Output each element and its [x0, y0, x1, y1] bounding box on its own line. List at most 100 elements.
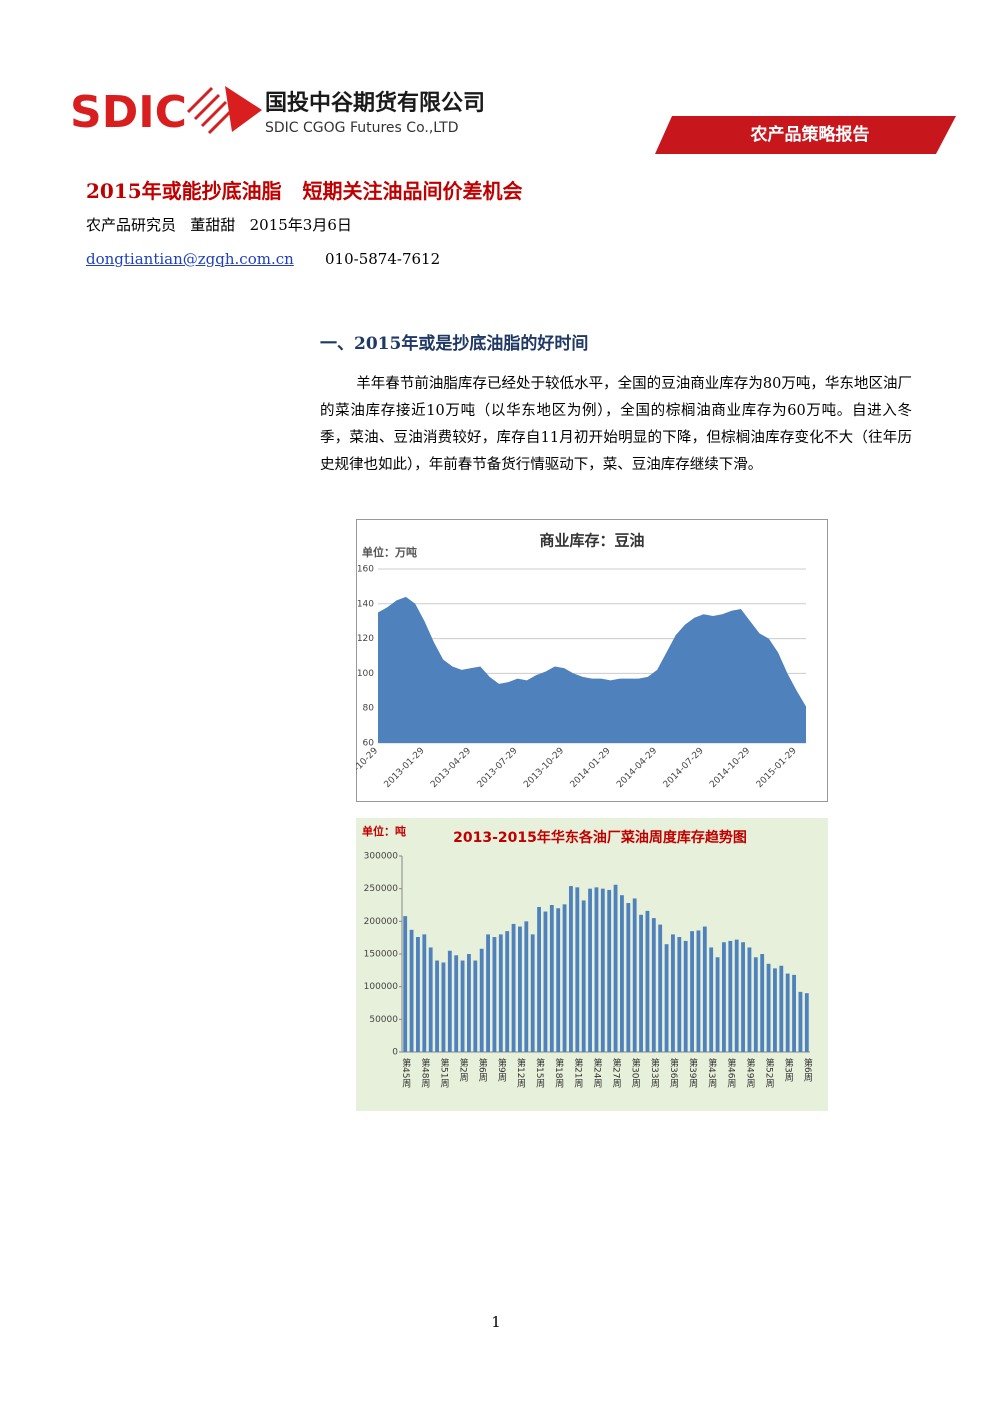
x-tick-label: 第51周: [438, 1057, 449, 1088]
x-tick-label: 第3周: [783, 1057, 794, 1083]
x-tick-label: 第49周: [744, 1057, 755, 1088]
banner-text: 农产品策略报告: [750, 124, 870, 145]
bar: [804, 993, 809, 1052]
bar: [441, 962, 446, 1052]
banner: [655, 116, 956, 154]
bar: [798, 991, 803, 1052]
bar: [473, 960, 478, 1052]
bar: [677, 937, 682, 1052]
x-tick-label: 第2周: [458, 1057, 469, 1083]
x-tick-label: 第9周: [496, 1057, 507, 1083]
bar: [792, 974, 796, 1052]
bar: [683, 940, 688, 1052]
x-tick-label: 第15周: [534, 1057, 545, 1088]
page-number: 1: [491, 1313, 501, 1331]
logo-mark: [225, 86, 262, 132]
logo-stripes: [186, 86, 235, 135]
bar: [632, 898, 637, 1052]
chart-title: 商业库存：豆油: [539, 532, 644, 550]
bar: [658, 924, 663, 1052]
bar: [639, 914, 643, 1052]
bar: [715, 957, 720, 1052]
bar: [690, 931, 694, 1052]
bar: [549, 905, 554, 1052]
x-tick-label: 第6周: [802, 1057, 813, 1083]
bar: [518, 926, 522, 1052]
bar: [524, 921, 529, 1052]
chart: 2013-2015年华东各油厂菜油周度库存趋势图 单位：吨 0 50000 100000…: [356, 818, 828, 1111]
bar: [479, 948, 484, 1052]
x-tick-label: 第18周: [553, 1057, 564, 1088]
x-tick-label: 第27周: [611, 1057, 622, 1088]
bar: [505, 931, 510, 1052]
bar: [626, 903, 631, 1052]
bar: [575, 887, 580, 1052]
bar: [651, 918, 656, 1052]
bar: [562, 904, 567, 1052]
bar: [753, 957, 758, 1052]
y-tick-label: 50000: [369, 1015, 398, 1025]
x-tick-label: 第30周: [630, 1057, 641, 1088]
y-tick-label: 0: [392, 1048, 398, 1058]
bar: [467, 954, 471, 1052]
bar: [530, 934, 535, 1052]
bar: [709, 947, 714, 1052]
unit-label: 单位：万吨: [362, 545, 417, 559]
x-tick-label: 第21周: [572, 1057, 583, 1088]
author: 农产品研究员 董甜甜 2015年3月6日: [86, 216, 352, 234]
paragraph: 羊年春节前油脂库存已经处于较低水平，全国的豆油商业库存为80万吨，华东地区油厂的…: [320, 376, 912, 473]
bar: [760, 954, 765, 1052]
bar: [428, 947, 433, 1052]
y-tick-label: 100: [357, 669, 374, 679]
company-en: SDIC CGOG Futures Co.,LTD: [265, 120, 459, 136]
header-graphics: SDIC 国投中谷期货有限公司 SDIC CGOG Futures Co.,LT…: [70, 86, 956, 154]
x-tick-label: 第45周: [400, 1057, 411, 1088]
chart: 商业库存：豆油单位：万吨60801001201401602012-10-2920…: [356, 519, 828, 802]
y-tick-label: 300000: [364, 852, 399, 862]
chart-title: 2013-2015年华东各油厂菜油周度库存趋势图: [453, 829, 747, 846]
bar: [581, 900, 586, 1052]
bar: [702, 926, 707, 1052]
x-tick-label: 第24周: [591, 1057, 602, 1088]
bar: [613, 884, 618, 1052]
bar: [422, 934, 427, 1052]
bar: [588, 888, 592, 1052]
x-tick-label: 第33周: [649, 1057, 660, 1088]
bar: [671, 934, 675, 1052]
bar: [620, 895, 624, 1052]
bar: [416, 937, 420, 1052]
bar: [696, 930, 701, 1052]
bar: [498, 934, 503, 1052]
x-tick-label: 第52周: [764, 1057, 775, 1088]
y-tick-label: 160: [357, 565, 374, 575]
bar: [556, 908, 561, 1052]
bar: [722, 942, 726, 1052]
bar: [543, 911, 548, 1052]
bar: [734, 939, 739, 1052]
y-tick-label: 60: [363, 739, 375, 749]
y-tick-label: 100000: [364, 982, 399, 992]
bar: [569, 886, 573, 1052]
bar: [409, 929, 414, 1052]
bar: [492, 937, 497, 1052]
phone: 010-5874-7612: [325, 250, 441, 268]
bar: [773, 968, 777, 1052]
bar: [403, 916, 408, 1052]
x-tick-label: 第6周: [477, 1057, 488, 1083]
bar: [454, 955, 459, 1052]
title: 2015年或能抄底油脂 短期关注油品间价差机会: [86, 179, 523, 203]
bar: [537, 906, 541, 1052]
bar: [779, 965, 784, 1052]
bar: [607, 889, 612, 1052]
bar: [728, 940, 733, 1052]
section-heading: 一、2015年或是抄底油脂的好时间: [320, 334, 589, 354]
y-tick-label: 150000: [364, 950, 399, 960]
bar: [741, 942, 745, 1052]
x-tick-label: 第46周: [725, 1057, 736, 1088]
bar: [747, 947, 752, 1052]
x-tick-label: 第43周: [706, 1057, 717, 1088]
bar: [511, 923, 516, 1052]
email[interactable]: dongtiantian@zgqh.com.cn: [86, 250, 294, 268]
y-tick-label: 140: [357, 599, 374, 609]
bar: [600, 888, 605, 1052]
